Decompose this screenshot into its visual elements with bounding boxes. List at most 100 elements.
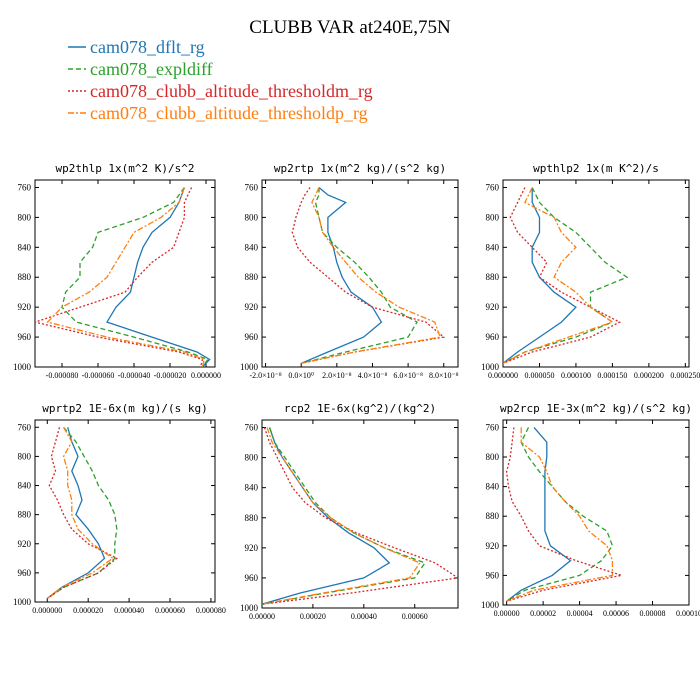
figure-title: CLUBB VAR at240E,75N [249, 17, 451, 38]
x-tick-label: -0.000060 [82, 371, 115, 380]
panel-title: rcp2 1E-6x(kg^2)/(kg^2) [284, 402, 436, 415]
x-tick-label: -0.000020 [154, 371, 187, 380]
panel-title: wp2thlp 1x(m^2 K)/s^2 [55, 162, 194, 175]
y-tick-label: 960 [18, 568, 32, 578]
panel-title: wp2rtp 1x(m^2 kg)/(s^2 kg) [274, 162, 446, 175]
series-line-dflt [503, 187, 577, 364]
legend-entry-expldiff: cam078_expldiff [90, 59, 213, 79]
x-tick-label: 0.00040 [351, 612, 377, 621]
x-tick-label: 0.000250 [670, 371, 700, 380]
x-tick-label: 0.000000 [32, 606, 62, 615]
plot-frame [502, 419, 690, 606]
y-tick-label: 1000 [240, 603, 259, 613]
y-tick-label: 960 [486, 570, 500, 580]
series-line-thresholdp [301, 187, 442, 364]
y-tick-label: 1000 [13, 362, 32, 372]
y-tick-label: 800 [18, 451, 32, 461]
series-line-thresholdp [506, 427, 614, 602]
series-line-dflt [300, 187, 383, 364]
plot-frame [34, 419, 216, 603]
x-tick-label: 6.0×10⁻⁸ [393, 371, 423, 380]
x-tick-label: 0.00000 [249, 612, 275, 621]
y-tick-label: 800 [486, 212, 500, 222]
y-tick-label: 800 [18, 212, 32, 222]
series-line-thresholdm [503, 187, 622, 364]
x-tick-label: 0.00060 [402, 612, 428, 621]
series-line-thresholdp [46, 187, 205, 367]
plot-frame [502, 179, 690, 368]
y-tick-label: 920 [245, 302, 259, 312]
series-line-thresholdm [262, 427, 458, 605]
y-tick-label: 920 [245, 543, 259, 553]
y-tick-label: 880 [18, 272, 32, 282]
y-tick-label: 1000 [13, 597, 32, 607]
legend: cam078_dflt_rg cam078_expldiff cam078_cl… [68, 37, 373, 123]
y-tick-label: 960 [486, 332, 500, 342]
y-tick-label: 800 [486, 452, 500, 462]
y-tick-label: 960 [18, 332, 32, 342]
y-tick-label: 760 [18, 422, 32, 432]
y-tick-label: 880 [486, 272, 500, 282]
x-tick-label: 0.000050 [524, 371, 554, 380]
legend-entry-thresholdm: cam078_clubb_altitude_thresholdm_rg [90, 81, 373, 101]
x-tick-label: -0.000080 [46, 371, 79, 380]
y-tick-label: 920 [18, 539, 32, 549]
x-tick-label: 0.00004 [567, 609, 593, 618]
panels: wp2thlp 1x(m^2 K)/s^2 760 800 840 880 920 960 1… [13, 162, 700, 621]
legend-entry-thresholdp: cam078_clubb_altitude_thresholdp_rg [90, 103, 368, 123]
y-tick-label: 840 [245, 483, 259, 493]
y-tick-label: 1000 [240, 362, 259, 372]
series-line-dflt [46, 427, 106, 599]
x-tick-label: 0.00008 [640, 609, 666, 618]
series-group [35, 187, 211, 367]
y-tick-label: 880 [18, 510, 32, 520]
y-tick-label: 840 [18, 242, 32, 252]
x-tick-label: 0.000040 [114, 606, 144, 615]
x-tick-label: 0.000080 [196, 606, 226, 615]
x-tick-label: 0.00010 [676, 609, 700, 618]
y-tick-label: 800 [245, 212, 259, 222]
x-tick-label: 0.000200 [634, 371, 664, 380]
x-tick-label: 0.000000 [191, 371, 221, 380]
panel-wprtp2: wprtp2 1E-6x(m kg)/(s kg) 760 800 840 880 920… [13, 402, 226, 615]
panel-wp2thlp: wp2thlp 1x(m^2 K)/s^2 760 800 840 880 920 960 1… [13, 162, 221, 380]
x-tick-label: 0.000060 [155, 606, 185, 615]
x-tick-label: 0.000000 [488, 371, 518, 380]
y-tick-label: 840 [486, 482, 500, 492]
y-tick-label: 880 [486, 511, 500, 521]
y-tick-label: 760 [486, 422, 500, 432]
y-tick-label: 760 [245, 423, 259, 433]
series-group [262, 427, 458, 605]
panel-title: wprtp2 1E-6x(m kg)/(s kg) [42, 402, 208, 415]
x-tick-label: 2.0×10⁻⁸ [322, 371, 352, 380]
y-tick-label: 840 [245, 242, 259, 252]
y-tick-label: 920 [18, 302, 32, 312]
y-tick-label: 920 [486, 302, 500, 312]
panel-rcp2: rcp2 1E-6x(kg^2)/(kg^2) 760 800 840 880 920 96… [240, 402, 459, 621]
series-group [503, 187, 629, 364]
x-tick-label: 0.000100 [561, 371, 591, 380]
x-tick-label: -0.000040 [118, 371, 151, 380]
y-tick-label: 880 [245, 513, 259, 523]
x-tick-label: 0.00000 [494, 609, 520, 618]
panel-wp2rcp: wp2rcp 1E-3x(m^2 kg)/(s^2 kg)760 800 840 88… [481, 402, 700, 618]
series-line-expldiff [503, 187, 629, 364]
y-tick-label: 760 [245, 182, 259, 192]
y-tick-label: 760 [18, 182, 32, 192]
x-tick-label: 0.000020 [73, 606, 103, 615]
y-tick-label: 880 [245, 272, 259, 282]
series-group [291, 187, 446, 364]
y-tick-label: 800 [245, 453, 259, 463]
x-tick-label: 0.000150 [597, 371, 627, 380]
series-line-thresholdm [505, 427, 622, 602]
y-tick-label: 1000 [481, 362, 500, 372]
plot-frame [261, 419, 459, 609]
series-group [505, 426, 622, 602]
series-line-expldiff [262, 427, 426, 605]
panel-title: wp2rcp 1E-3x(m^2 kg)/(s^2 kg) [500, 402, 692, 415]
panel-title: wpthlp2 1x(m K^2)/s [533, 162, 659, 175]
series-line-thresholdp [503, 187, 614, 364]
series-line-thresholdm [291, 187, 446, 364]
series-line-dflt [506, 426, 572, 602]
